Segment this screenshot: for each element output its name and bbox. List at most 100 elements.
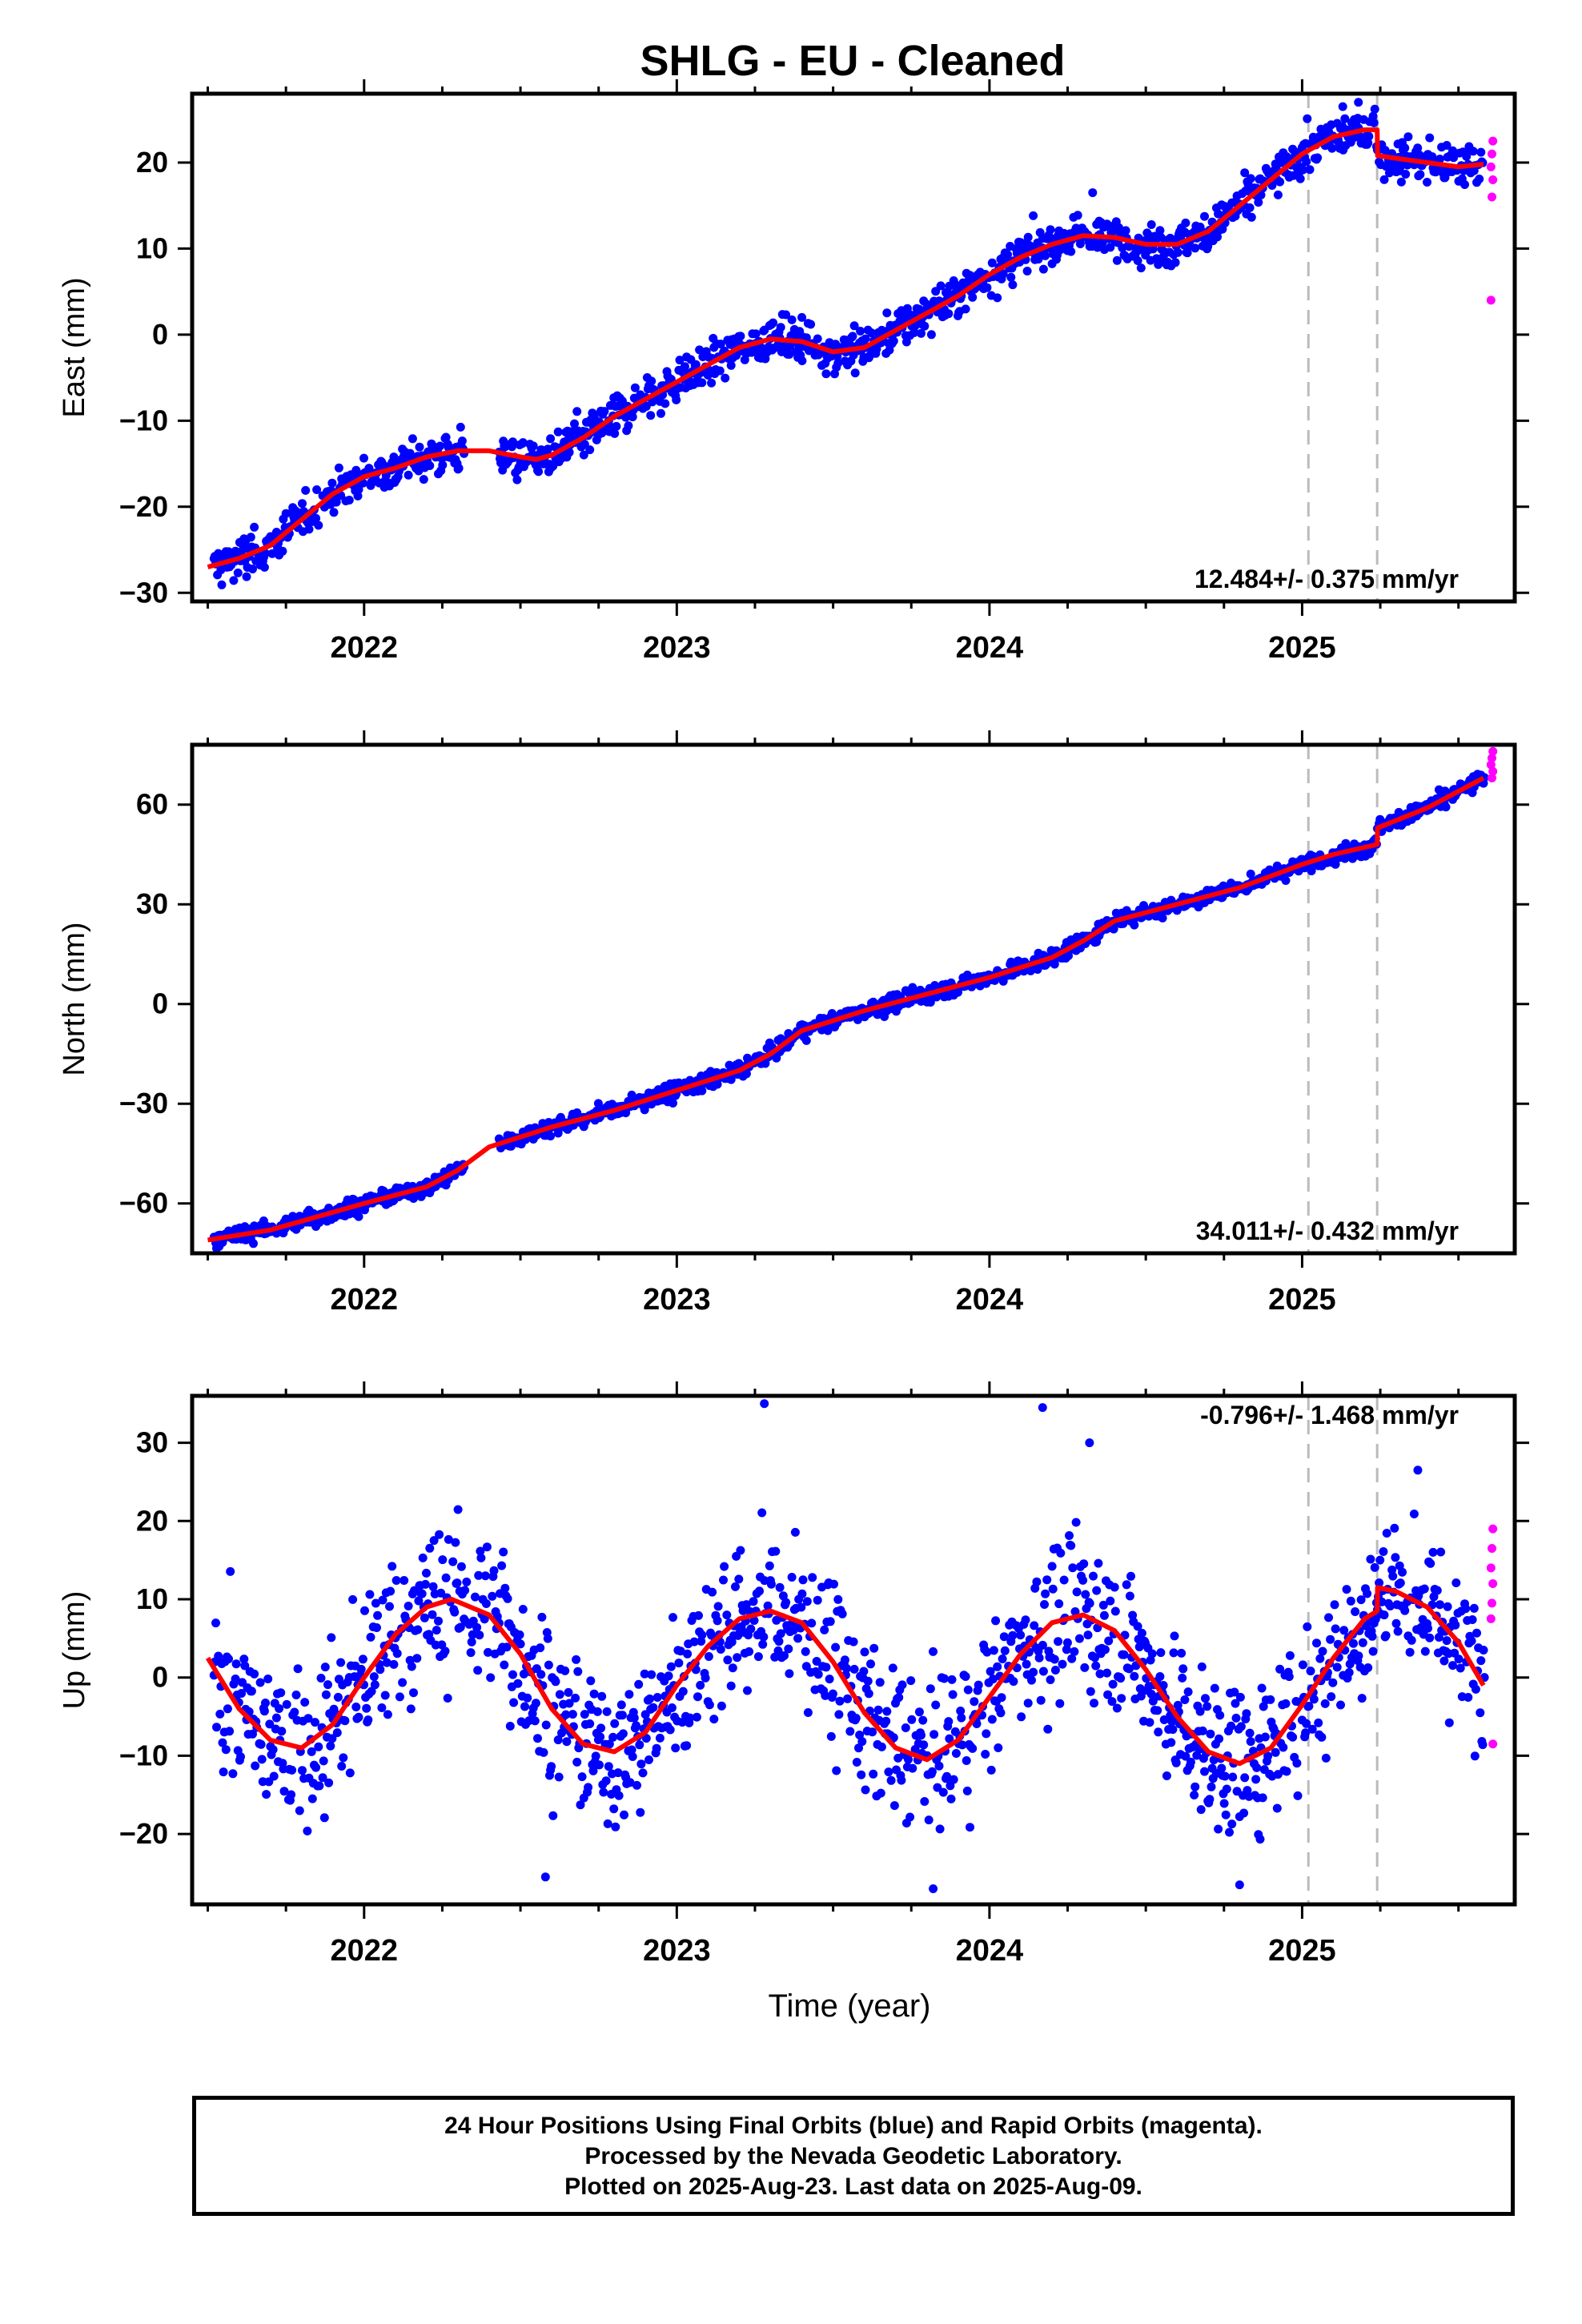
up-final-point — [414, 1596, 424, 1606]
up-final-point — [938, 1787, 948, 1797]
east-final-point — [456, 422, 465, 432]
east-final-point — [242, 572, 251, 581]
east-final-point — [1006, 272, 1016, 282]
up-final-point — [1104, 1636, 1114, 1646]
up-final-point — [572, 1757, 582, 1767]
up-final-point — [837, 1609, 847, 1618]
east-final-point — [1240, 168, 1250, 178]
up-final-point — [404, 1602, 413, 1610]
north-ytick-label: 30 — [136, 887, 168, 920]
up-final-point — [1339, 1626, 1349, 1635]
east-rapid-point — [1487, 149, 1496, 159]
up-final-point — [616, 1700, 626, 1710]
up-final-point — [1324, 1613, 1333, 1622]
up-final-point — [1242, 1709, 1251, 1719]
up-final-point — [387, 1562, 397, 1571]
east-final-point — [1340, 114, 1350, 123]
up-final-point — [1309, 1695, 1319, 1704]
up-final-point — [1451, 1620, 1460, 1630]
up-final-point — [678, 1687, 688, 1696]
up-final-point — [298, 1766, 307, 1775]
up-final-point — [443, 1694, 452, 1703]
up-final-point — [645, 1694, 655, 1703]
east-model-curve — [207, 127, 1484, 569]
east-final-point — [1245, 203, 1255, 212]
up-final-point — [1478, 1740, 1488, 1750]
up-final-point — [337, 1762, 347, 1771]
up-final-point — [1282, 1767, 1291, 1776]
east-final-point — [1246, 174, 1255, 183]
east-final-point — [610, 428, 620, 438]
up-final-point — [407, 1662, 416, 1671]
up-final-point — [211, 1618, 220, 1628]
east-final-point — [917, 328, 926, 338]
up-final-point — [763, 1601, 773, 1610]
east-final-point — [856, 327, 865, 336]
north-frame — [190, 742, 1517, 1256]
up-final-point — [1326, 1634, 1335, 1644]
up-final-point — [239, 1655, 249, 1664]
up-final-point — [1388, 1571, 1398, 1581]
east-final-point — [909, 328, 919, 337]
up-final-point — [1301, 1728, 1311, 1738]
up-final-point — [803, 1708, 813, 1717]
up-final-point — [1173, 1700, 1182, 1710]
up-final-point — [589, 1689, 599, 1699]
north-final-point — [593, 1099, 603, 1108]
up-final-point — [432, 1626, 441, 1635]
up-final-point — [801, 1647, 810, 1656]
up-final-point — [530, 1716, 540, 1726]
up-final-point — [869, 1643, 879, 1653]
up-final-point — [1312, 1638, 1321, 1648]
east-final-point — [1003, 250, 1012, 259]
up-ytick-label: 20 — [136, 1504, 168, 1537]
up-final-point — [935, 1824, 945, 1834]
up-final-point — [866, 1659, 875, 1669]
up-final-point — [324, 1778, 334, 1787]
up-final-point — [1102, 1668, 1112, 1678]
east-final-point — [715, 366, 725, 376]
up-final-point — [1390, 1523, 1399, 1533]
up-final-point — [1062, 1645, 1071, 1655]
up-final-point — [854, 1743, 863, 1753]
up-final-point — [1021, 1615, 1030, 1625]
east-final-point — [1022, 267, 1032, 275]
up-final-point — [1169, 1648, 1178, 1658]
up-final-point — [1354, 1651, 1363, 1661]
up-final-point — [1181, 1751, 1191, 1761]
east-final-point — [1400, 143, 1410, 153]
up-final-point — [1266, 1695, 1275, 1704]
up-final-point — [282, 1699, 291, 1709]
east-final-point — [1327, 143, 1337, 153]
up-final-point — [919, 1740, 929, 1750]
up-final-point — [840, 1655, 849, 1665]
up-final-point — [1263, 1751, 1273, 1761]
up-final-point — [327, 1734, 337, 1743]
up-final-point — [1036, 1695, 1046, 1705]
up-final-point — [1285, 1651, 1295, 1660]
up-final-point — [685, 1713, 695, 1723]
up-final-point — [897, 1680, 907, 1690]
up-final-point — [697, 1630, 707, 1640]
up-ytick-label: 30 — [136, 1426, 168, 1459]
east-final-point — [1146, 220, 1156, 229]
up-final-point — [765, 1561, 774, 1570]
up-final-point — [596, 1723, 606, 1733]
up-rapid-point — [1487, 1598, 1496, 1608]
up-final-point — [602, 1707, 612, 1716]
up-final-point — [945, 1734, 954, 1743]
up-final-point — [1432, 1586, 1442, 1595]
up-final-point — [644, 1755, 653, 1764]
up-final-point — [991, 1616, 1001, 1626]
up-final-point — [500, 1660, 509, 1670]
east-final-point — [612, 421, 621, 431]
east-final-point — [441, 432, 451, 442]
up-final-point — [787, 1573, 797, 1582]
up-final-point — [475, 1630, 484, 1640]
up-final-point — [1456, 1663, 1465, 1673]
up-final-point — [1366, 1554, 1375, 1564]
up-final-point — [722, 1610, 732, 1620]
up-final-point — [628, 1752, 637, 1761]
up-final-point — [428, 1610, 437, 1619]
up-final-point — [597, 1691, 607, 1701]
